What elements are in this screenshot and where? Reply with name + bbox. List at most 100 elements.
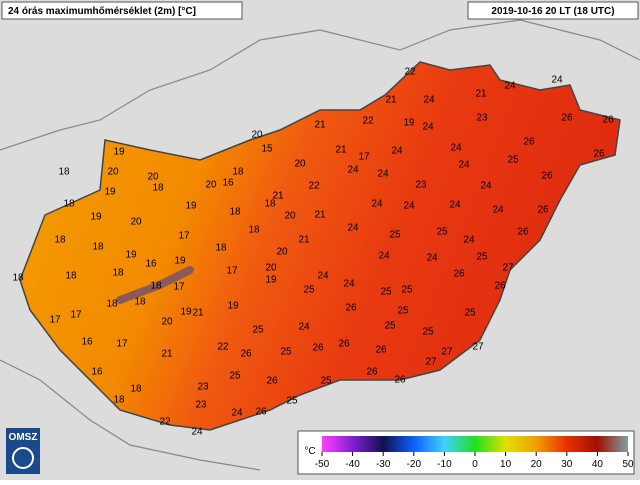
country-area [19,61,621,431]
station-value: 21 [475,89,487,100]
station-value: 20 [276,247,288,258]
station-value: 26 [541,171,553,182]
station-value: 24 [449,200,461,211]
station-value: 17 [49,315,61,326]
station-value: 26 [523,137,535,148]
station-value: 26 [266,376,278,387]
station-value: 26 [240,349,252,360]
title-box [1,1,243,20]
station-value: 20 [265,263,277,274]
station-value: 20 [161,317,173,328]
colorbar-tick-label: -10 [437,459,452,470]
station-value: 24 [371,199,383,210]
station-value: 26 [593,149,605,160]
station-value: 18 [58,167,70,178]
station-value: 16 [91,367,103,378]
station-value: 24 [403,201,415,212]
station-value: 26 [537,205,549,216]
station-value: 22 [404,67,416,78]
station-value: 24 [480,181,492,192]
station-value: 24 [422,122,434,133]
station-value: 19 [180,307,192,318]
station-value: 25 [436,227,448,238]
station-value: 18 [134,297,146,308]
station-value: 16 [81,337,93,348]
station-value: 19 [227,301,239,312]
station-value: 25 [380,287,392,298]
station-value: 20 [107,167,119,178]
colorbar-tick-label: 40 [592,459,604,470]
colorbar-tick-label: -30 [376,459,391,470]
station-value: 17 [70,310,82,321]
station-value: 26 [255,407,267,418]
station-value: 19 [125,250,137,261]
station-value: 19 [104,187,116,198]
station-value: 21 [314,120,326,131]
border-line [0,359,261,471]
station-value: 26 [366,367,378,378]
colorbar-tick-label: 0 [472,459,478,470]
station-value: 17 [116,339,128,350]
station-value: 18 [130,384,142,395]
station-value: 20 [294,159,306,170]
station-value: 21 [272,191,284,202]
station-value: 24 [343,279,355,290]
station-value: 18 [150,281,162,292]
station-value: 26 [602,115,614,126]
station-value: 19 [113,147,125,158]
station-value: 24 [492,205,504,216]
station-value: 25 [401,285,413,296]
station-value: 20 [147,172,159,183]
station-value: 23 [476,113,488,124]
station-value: 19 [174,256,186,267]
colorbar-tick-label: -40 [345,459,360,470]
station-value: 26 [345,303,357,314]
station-value: 21 [314,210,326,221]
station-value: 26 [338,339,350,350]
station-value: 18 [215,243,227,254]
station-value: 24 [231,408,243,419]
station-value: 20 [284,211,296,222]
station-value: 25 [397,306,409,317]
border-line [0,19,640,151]
station-value: 22 [159,417,171,428]
station-value: 19 [265,275,277,286]
station-value: 23 [195,400,207,411]
station-value: 24 [504,81,516,92]
station-value: 22 [217,342,229,353]
logo-box [6,428,40,474]
station-value: 27 [502,263,514,274]
station-value: 24 [391,146,403,157]
station-value: 17 [173,282,185,293]
station-value: 24 [317,271,329,282]
station-value: 18 [54,235,66,246]
station-value: 18 [106,299,118,310]
station-value: 26 [517,227,529,238]
station-value: 24 [423,95,435,106]
timestamp: 2019-10-16 20 LT (18 UTC) [491,6,614,17]
colorbar-tick-label: 50 [622,459,634,470]
station-value: 25 [229,371,241,382]
station-value: 27 [441,347,453,358]
station-value: 17 [226,266,238,277]
station-value: 19 [403,118,415,129]
station-value: 25 [389,230,401,241]
station-value: 26 [494,281,506,292]
station-value: 25 [476,252,488,263]
station-value: 21 [192,308,204,319]
station-value: 24 [463,235,475,246]
station-value: 24 [347,223,359,234]
station-value: 16 [145,259,157,270]
station-value: 25 [286,396,298,407]
station-value: 20 [251,130,263,141]
station-value: 25 [280,347,292,358]
station-value: 18 [152,183,164,194]
station-value: 24 [347,165,359,176]
station-value: 24 [378,251,390,262]
station-value: 18 [63,199,75,210]
station-value: 25 [320,376,332,387]
station-value: 17 [358,152,370,163]
station-value: 16 [222,178,234,189]
station-value: 25 [303,285,315,296]
